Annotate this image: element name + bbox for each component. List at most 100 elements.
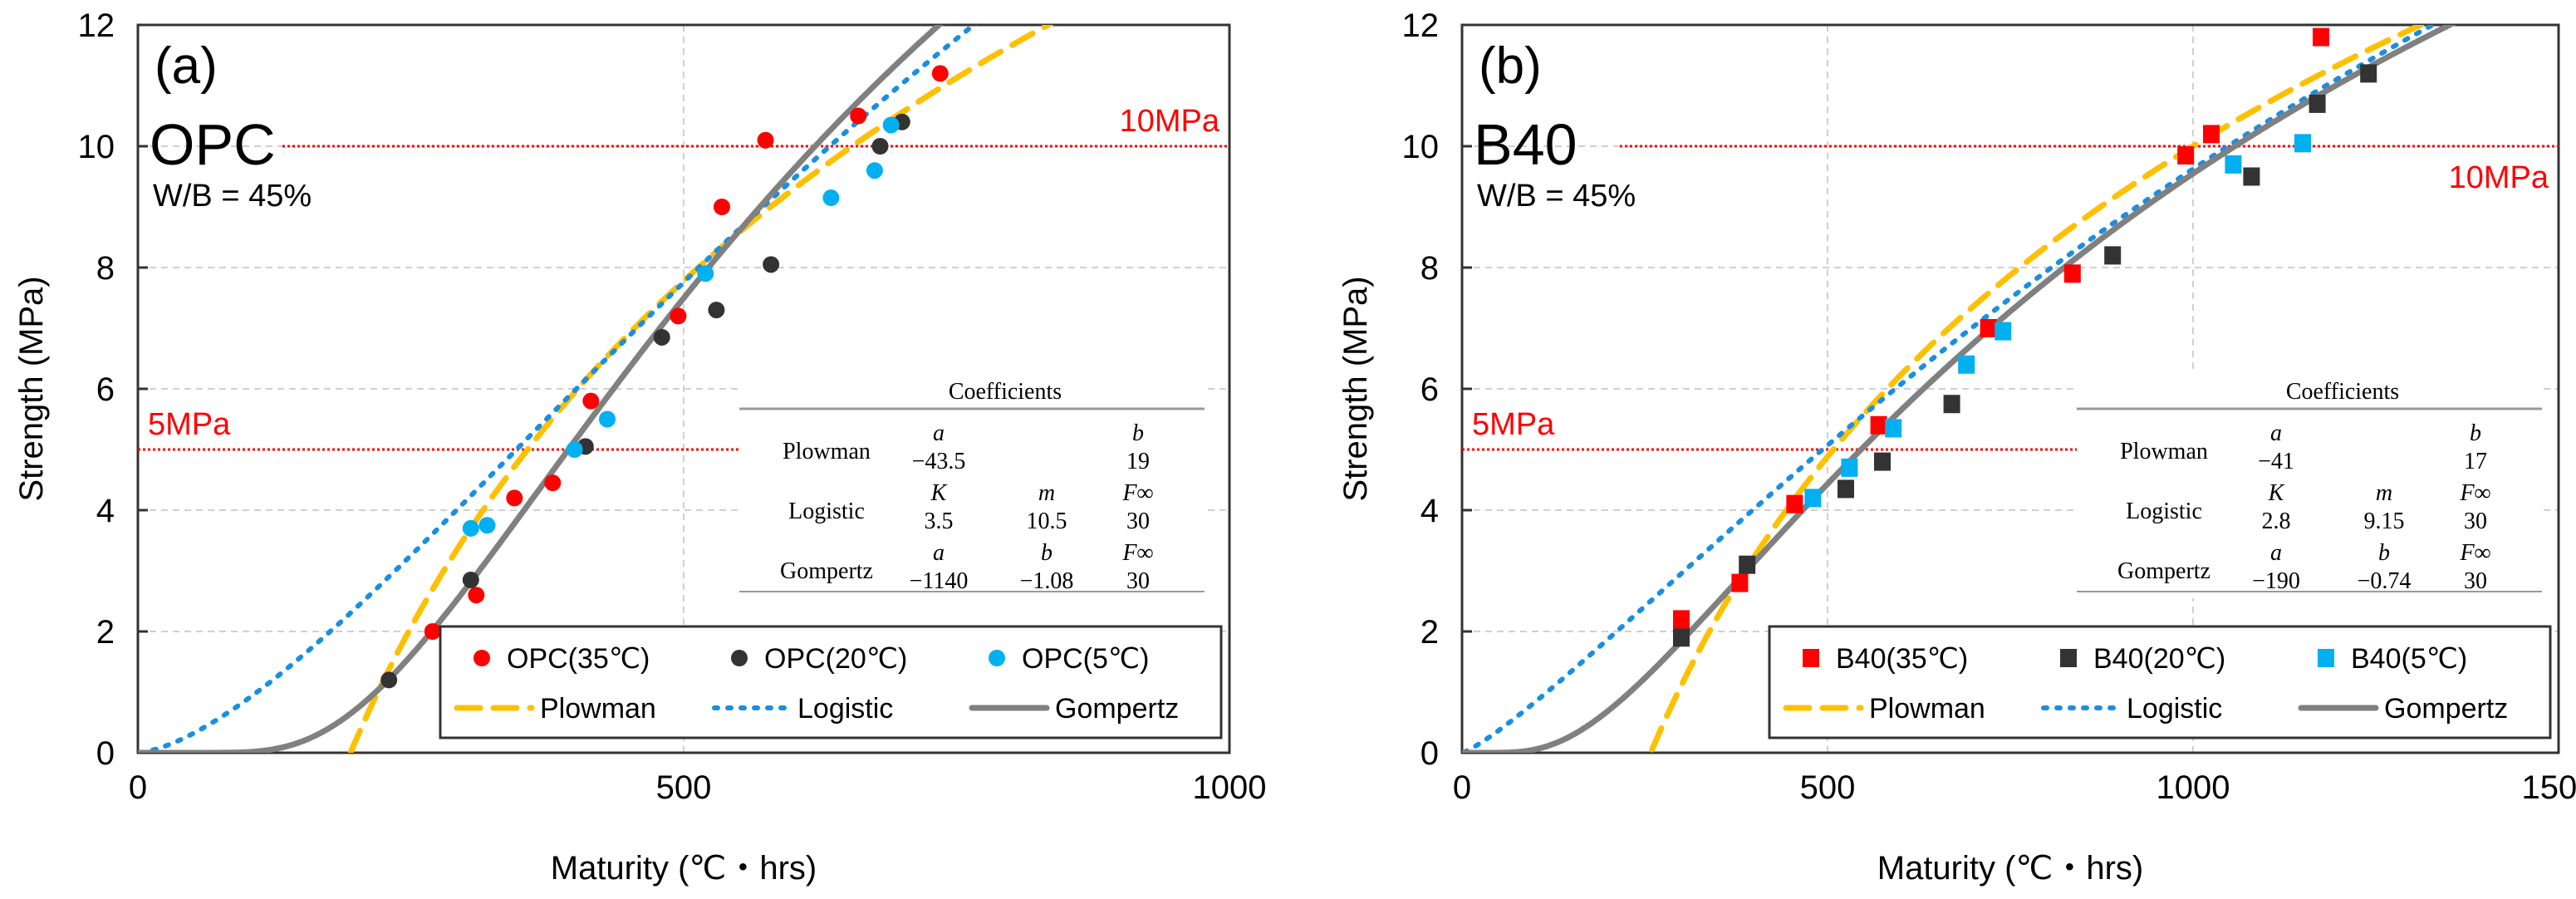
- data-point: [931, 65, 949, 82]
- data-point: [1739, 555, 1756, 574]
- fit-curves: [1462, 25, 2456, 753]
- table-param-value: −1.08: [1020, 568, 1074, 594]
- data-point: [2243, 167, 2260, 186]
- y-tick-label: 0: [1420, 735, 1439, 772]
- data-point: [2063, 264, 2081, 283]
- table-model-name: Logistic: [2126, 499, 2202, 524]
- table-param-value: 10.5: [1027, 508, 1067, 534]
- y-tick-label: 12: [1402, 7, 1440, 44]
- y-tick-label: 4: [96, 493, 115, 529]
- legend-label: OPC(20℃): [764, 643, 907, 675]
- data-point: [2104, 246, 2122, 265]
- legend-marker: [989, 650, 1005, 666]
- fit-curve-logistic: [138, 25, 979, 753]
- table-param-value: 3.5: [925, 508, 954, 534]
- data-point: [882, 116, 900, 134]
- fit-curve-gompertz: [1462, 25, 2456, 753]
- data-point: [697, 265, 714, 282]
- panel-a-opc: 0 2 4 6 8 10 12 0 500 1000 Maturity (℃・hrs) Strengt…: [13, 7, 1266, 887]
- data-point: [1980, 319, 1997, 337]
- data-point: [2177, 145, 2195, 165]
- data-point: [1841, 458, 1858, 477]
- data-point: [380, 671, 398, 689]
- data-point: [462, 519, 479, 537]
- table-param-value: 30: [2464, 568, 2487, 594]
- y-tick-label: 2: [1420, 614, 1439, 651]
- reference-label-5mpa: 5MPa: [148, 407, 231, 442]
- data-point: [1786, 494, 1803, 513]
- table-param-name: K: [2268, 480, 2285, 506]
- table-param-name: F∞: [1121, 480, 1153, 506]
- reference-label-10mpa: 10MPa: [1120, 104, 1220, 139]
- x-tick-label: 500: [1800, 769, 1856, 806]
- data-point: [757, 131, 774, 149]
- data-point: [1943, 395, 1960, 414]
- data-point: [2203, 125, 2220, 144]
- legend-label: OPC(5℃): [1022, 643, 1149, 675]
- table-title: Coefficients: [2286, 379, 2399, 405]
- reference-label-5mpa: 5MPa: [1472, 407, 1555, 442]
- legend-box: [439, 625, 1223, 739]
- legend-label: Plowman: [540, 693, 656, 725]
- data-point: [871, 138, 889, 155]
- data-point: [866, 162, 883, 179]
- data-point: [462, 571, 479, 588]
- data-point: [763, 256, 780, 273]
- table-param-value: 19: [1126, 449, 1150, 474]
- y-tick-label: 6: [1420, 371, 1439, 408]
- legend-label: Plowman: [1869, 693, 1985, 725]
- table-param-value: 30: [1126, 508, 1150, 534]
- legend-label: Logistic: [2127, 693, 2222, 725]
- x-tick-label: 0: [129, 769, 147, 806]
- table-param-value: −43.5: [912, 449, 966, 474]
- data-point: [1838, 479, 1854, 499]
- data-point: [544, 474, 562, 492]
- y-tick-label: 10: [78, 129, 115, 165]
- reference-label-10mpa: 10MPa: [2449, 160, 2549, 195]
- table-param-value: −0.74: [2358, 568, 2412, 594]
- table-param-name: m: [2376, 480, 2392, 506]
- mix-label: OPC: [150, 112, 276, 177]
- legend-label: Logistic: [797, 693, 893, 725]
- data-point: [506, 489, 523, 507]
- table-param-name: b: [2470, 420, 2481, 446]
- table-param-value: 30: [2464, 508, 2487, 534]
- y-tick-label: 6: [96, 371, 115, 408]
- data-point: [566, 441, 583, 458]
- data-point: [1874, 452, 1891, 471]
- legend-marker: [2318, 649, 2334, 667]
- y-tick-label: 8: [96, 250, 115, 287]
- data-point: [2225, 155, 2242, 174]
- data-point: [653, 328, 670, 346]
- table-param-name: F∞: [2459, 480, 2490, 506]
- data-point: [2313, 27, 2329, 47]
- data-point: [599, 410, 616, 428]
- panel-b-b40: 0 2 4 6 8 10 12 0 500 1000 1500 Maturity (℃・hrs) Str…: [1337, 7, 2576, 887]
- data-point: [708, 302, 725, 319]
- wb-ratio-label: W/B = 45%: [1477, 179, 1636, 214]
- y-tick-label: 8: [1420, 250, 1439, 287]
- y-tick-label: 10: [1402, 129, 1440, 165]
- data-point: [2309, 94, 2326, 113]
- table-model-name: Gompertz: [2117, 558, 2210, 584]
- data-point: [713, 199, 730, 215]
- y-axis-label: Strength (MPa): [13, 276, 50, 501]
- x-tick-label: 1500: [2522, 769, 2576, 806]
- data-point: [1995, 322, 2012, 341]
- x-tick-label: 1000: [2156, 769, 2230, 806]
- data-point: [1870, 415, 1887, 435]
- legend-label: Gompertz: [2384, 693, 2508, 725]
- data-point: [1885, 419, 1902, 438]
- y-tick-label: 0: [96, 735, 115, 772]
- data-point: [2360, 64, 2377, 83]
- legend-marker: [2060, 649, 2077, 667]
- data-point: [1731, 573, 1749, 592]
- data-point: [850, 107, 867, 125]
- data-point: [670, 307, 687, 325]
- y-tick-label: 12: [78, 7, 115, 44]
- table-param-name: F∞: [1121, 540, 1153, 566]
- table-param-name: b: [2378, 540, 2390, 566]
- data-point: [468, 587, 485, 604]
- x-axis-label: Maturity (℃・hrs): [551, 850, 817, 887]
